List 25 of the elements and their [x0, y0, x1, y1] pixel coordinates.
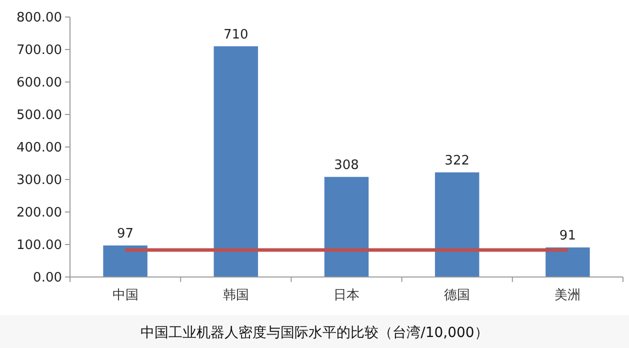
y-tick-label: 200.00: [16, 206, 62, 221]
x-tick-label: 日本: [334, 288, 360, 303]
text: 中国工业机器人密度与国际水平的比较（台湾/10,000）: [140, 325, 488, 341]
x-tick-label: 中国: [112, 288, 138, 303]
x-tick-label: 美洲: [554, 287, 581, 303]
y-tick-label: 600.00: [16, 76, 62, 91]
data-label: 97: [117, 226, 134, 242]
y-tick-label: 300.00: [16, 173, 62, 188]
y-tick-label: 800.00: [16, 10, 62, 26]
y-tick-label: 700.00: [16, 43, 62, 58]
data-label: 91: [559, 228, 576, 244]
bar: [324, 176, 369, 277]
y-tick-label: 400.00: [16, 140, 62, 156]
data-label: 710: [223, 27, 248, 42]
bar: [103, 245, 148, 277]
x-tick-label: 韩国: [222, 288, 249, 303]
bar: [214, 46, 258, 277]
data-label: 322: [444, 153, 470, 168]
y-tick-label: 100.00: [16, 238, 62, 254]
data-label: 308: [334, 158, 359, 173]
y-tick-label: 0.00: [33, 270, 62, 286]
bar: [546, 247, 590, 277]
y-tick-label: 500.00: [16, 108, 62, 124]
x-tick-label: 德国: [444, 288, 470, 303]
bar: [434, 172, 480, 277]
